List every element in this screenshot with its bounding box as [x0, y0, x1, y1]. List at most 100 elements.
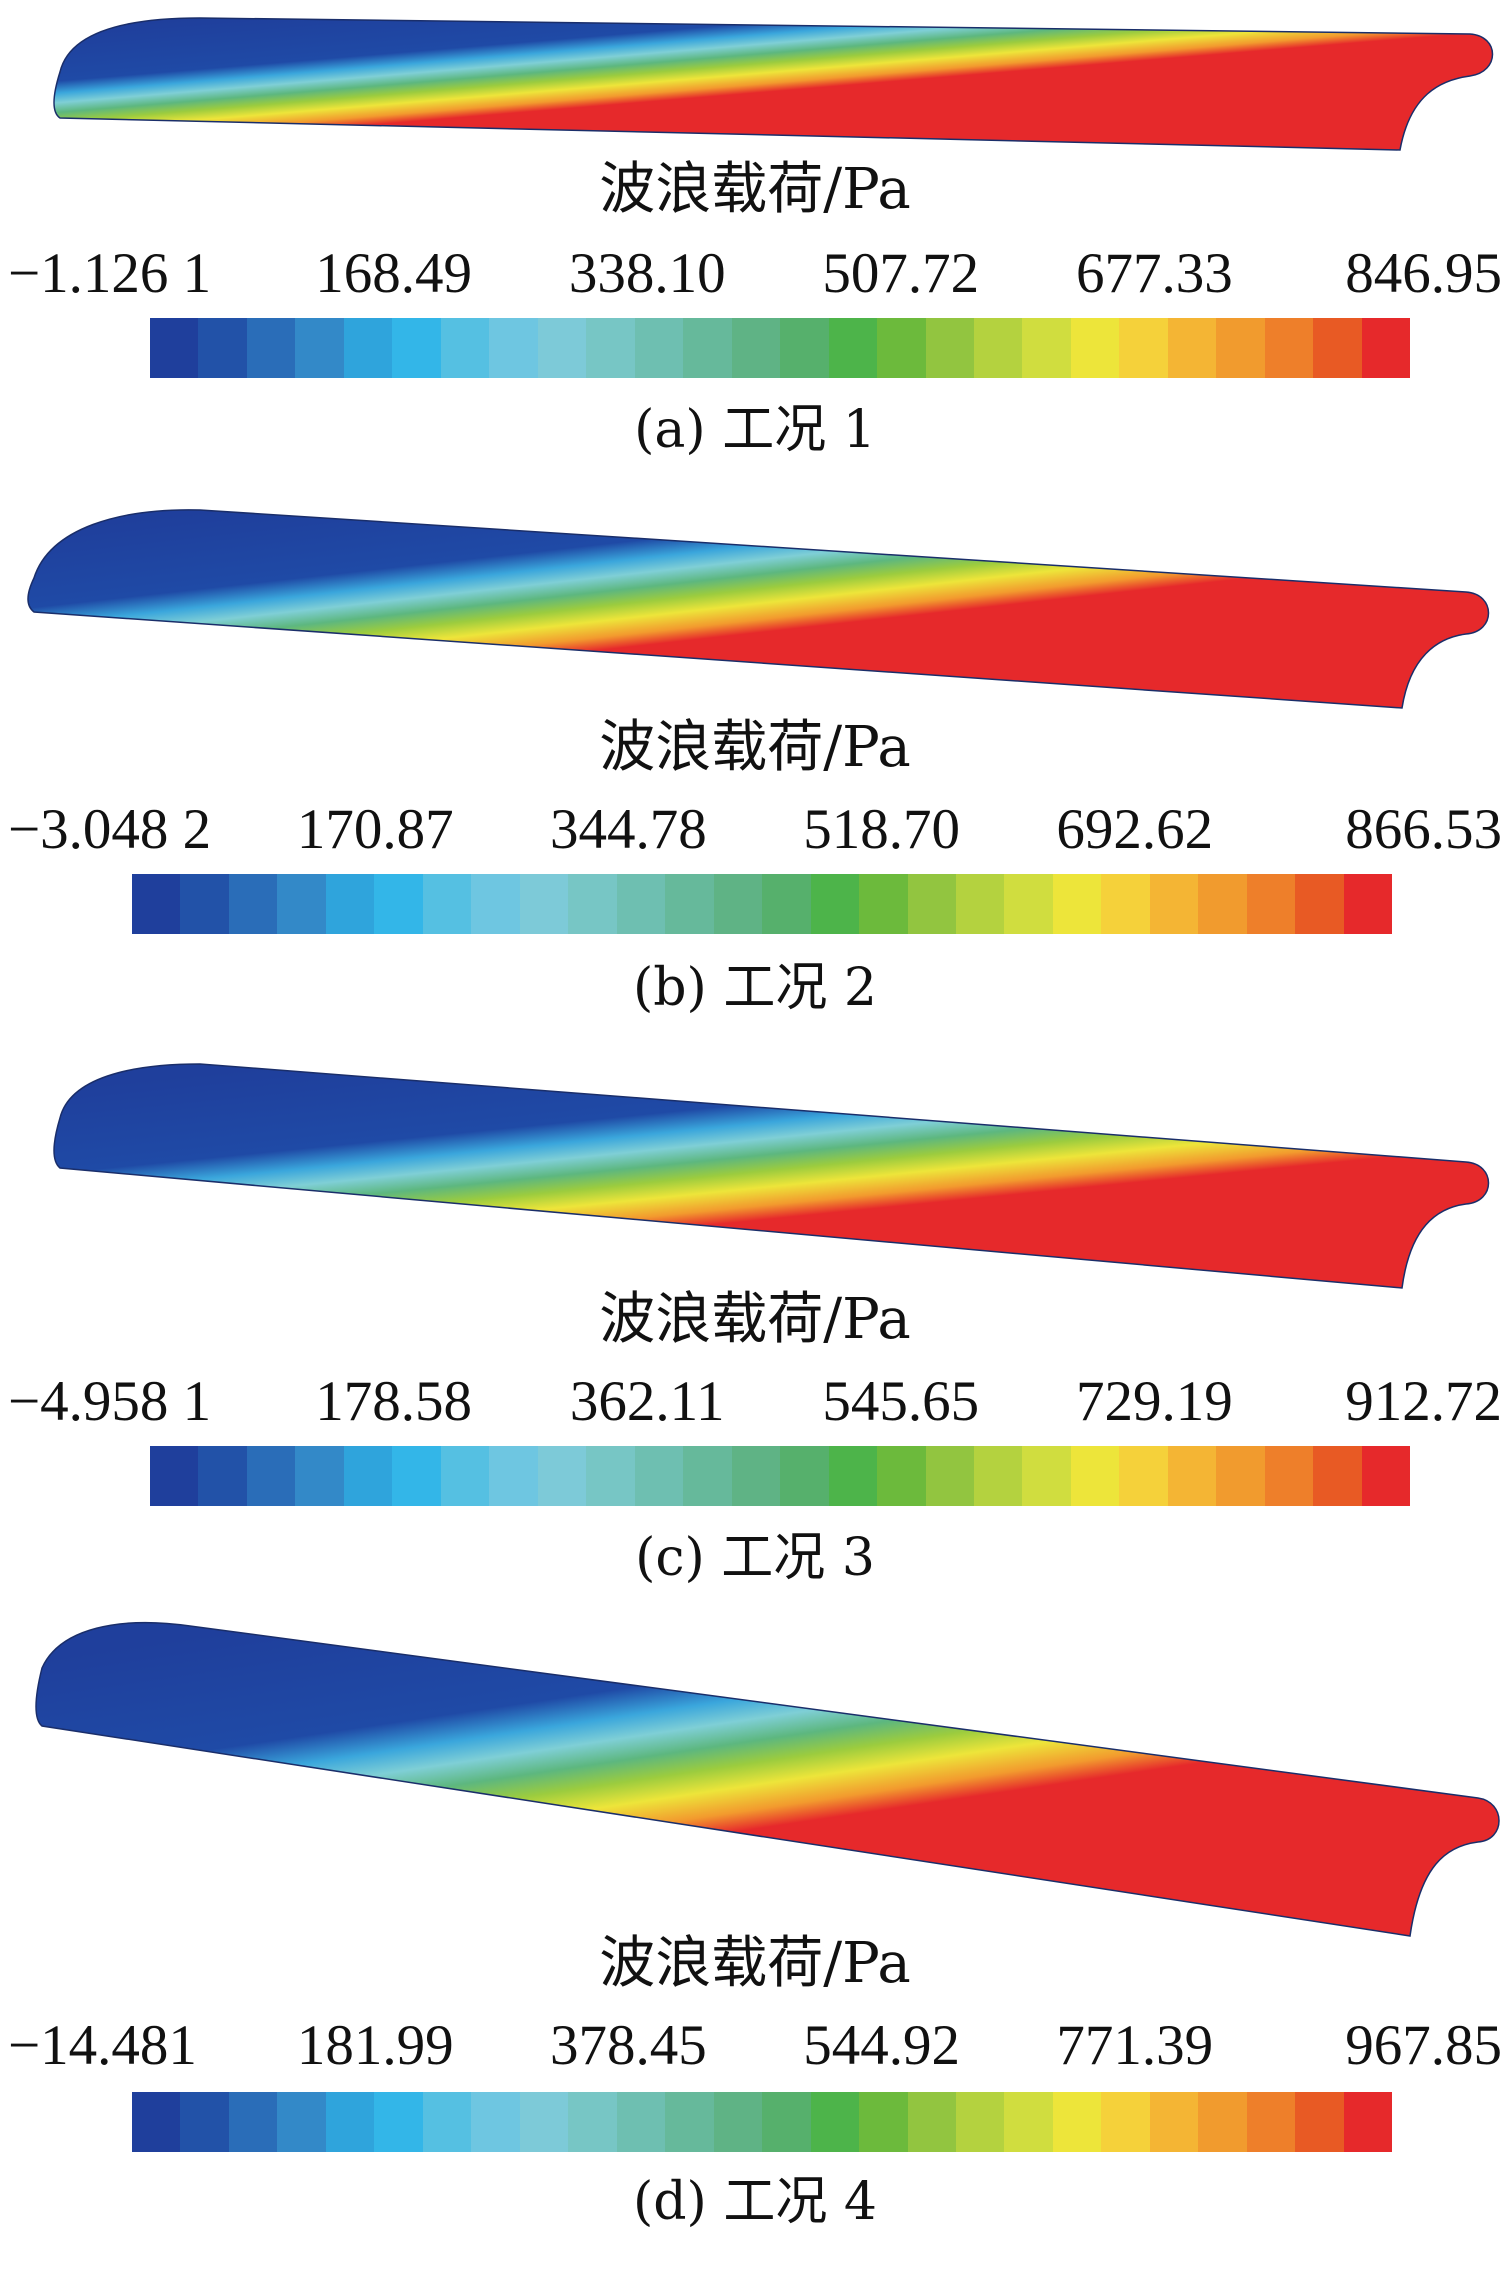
tick-label: −1.126 1: [8, 242, 212, 305]
colorbar-swatch: [907, 874, 956, 934]
colorbar-swatch: [537, 318, 587, 378]
colorbar-swatch: [877, 318, 926, 378]
colorbar-swatch: [1246, 874, 1296, 934]
colorbar-swatch: [180, 874, 229, 934]
colorbar-swatch: [1149, 874, 1199, 934]
legend-title: 波浪载荷/Pa: [599, 157, 911, 222]
colorbar-swatch: [1119, 318, 1168, 378]
colorbar-swatch: [859, 2092, 908, 2152]
colorbar-swatch: [1216, 318, 1265, 378]
colorbar-swatch: [973, 1446, 1023, 1506]
tick-label: 181.99: [296, 2014, 454, 2077]
tick-label: 692.62: [1056, 798, 1214, 861]
panel-caption: (c) 工况 3: [635, 1528, 875, 1588]
colorbar-swatch: [1198, 874, 1247, 934]
tick-label: 771.39: [1056, 2014, 1214, 2077]
tick-label: 170.87: [296, 798, 454, 861]
colorbar-swatch: [277, 2092, 326, 2152]
colorbar-swatch: [665, 874, 714, 934]
colorbar-swatch: [295, 1446, 344, 1506]
colorbar-swatch: [810, 2092, 860, 2152]
colorbar-swatch: [925, 1446, 974, 1506]
hull-contour: [53, 17, 1494, 151]
colorbar-swatch: [1295, 874, 1344, 934]
colorbar-swatch: [1198, 2092, 1247, 2152]
hull-shape: [35, 1621, 1500, 1937]
colorbar-swatch: [1070, 318, 1120, 378]
tick-label: −4.958 1: [8, 1370, 212, 1433]
colorbar-swatch: [343, 1446, 393, 1506]
colorbar-swatch: [150, 318, 199, 378]
colorbar-swatch: [1313, 1446, 1362, 1506]
colorbar-swatch: [198, 318, 247, 378]
colorbar-swatch: [616, 874, 666, 934]
colorbar-swatch: [877, 1446, 926, 1506]
tick-label: −14.481: [8, 2014, 197, 2077]
colorbar-swatch: [374, 874, 423, 934]
colorbar-swatch: [568, 874, 617, 934]
colorbar-swatch: [325, 874, 375, 934]
tick-label: 912.72: [1345, 1370, 1502, 1433]
colorbar-swatch: [713, 2092, 763, 2152]
hull-shape: [53, 1063, 1490, 1289]
colorbar-swatch: [586, 318, 635, 378]
panel-caption: (b) 工况 2: [632, 958, 877, 1018]
tick-label: 518.70: [803, 798, 960, 861]
colorbar-swatch: [1004, 2092, 1053, 2152]
tick-label: 378.45: [550, 2014, 707, 2077]
colorbar-swatch: [810, 874, 860, 934]
colorbar-swatch: [1264, 1446, 1314, 1506]
tick-label: 338.10: [568, 242, 726, 305]
colorbar-swatch: [1119, 1446, 1168, 1506]
tick-label: 967.85: [1345, 2014, 1502, 2077]
colorbar-swatch: [1361, 1446, 1411, 1506]
tick-label: 846.95: [1345, 242, 1502, 305]
colorbar-swatch: [1167, 318, 1217, 378]
tick-label: 544.92: [803, 2014, 960, 2077]
tick-label: 168.49: [315, 242, 472, 305]
colorbar-swatch: [295, 318, 344, 378]
colorbar-tick-labels: −4.958 1 178.58 362.11 545.65 729.19 912.72: [0, 1370, 1510, 1434]
colorbar-swatch: [132, 2092, 181, 2152]
colorbar-tick-labels: −14.481 181.99 378.45 544.92 771.39 967.85: [0, 2014, 1510, 2078]
panel-caption: (a) 工况 1: [634, 400, 876, 460]
colorbar-swatch: [277, 874, 326, 934]
tick-label: 507.72: [822, 242, 980, 305]
colorbar-tick-labels: −1.126 1 168.49 338.10 507.72 677.33 846.95: [0, 242, 1510, 306]
colorbar-swatch: [713, 874, 763, 934]
colorbar-swatch: [343, 318, 393, 378]
colorbar-swatch: [616, 2092, 666, 2152]
colorbar-swatch: [665, 2092, 714, 2152]
colorbar-swatch: [440, 1446, 490, 1506]
colorbar-swatch: [1022, 318, 1071, 378]
colorbar-swatch: [471, 874, 520, 934]
colorbar-swatch: [1070, 1446, 1120, 1506]
colorbar-swatch: [246, 318, 296, 378]
colorbar-swatch: [731, 318, 781, 378]
colorbar-swatch: [1004, 874, 1053, 934]
panel-c: 波浪载荷/Pa −4.958 1 178.58 362.11 545.65 729.19 9…: [0, 1058, 1510, 1618]
colorbar-swatch: [489, 318, 538, 378]
colorbar-swatch: [1343, 874, 1393, 934]
colorbar-swatch: [392, 1446, 441, 1506]
colorbar-swatch: [198, 1446, 247, 1506]
colorbar-swatch: [683, 318, 732, 378]
colorbar-swatch: [780, 1446, 829, 1506]
colorbar-swatch: [1052, 2092, 1102, 2152]
colorbar-tick-labels: −3.048 2 170.87 344.78 518.70 692.62 866.53: [0, 798, 1510, 862]
panel-d: 波浪载荷/Pa −14.481 181.99 378.45 544.92 771.39 96…: [0, 1616, 1510, 2232]
colorbar-swatch: [246, 1446, 296, 1506]
colorbar-swatch: [925, 318, 974, 378]
colorbar-swatch: [1052, 874, 1102, 934]
colorbar-swatch: [955, 2092, 1005, 2152]
colorbar: [150, 318, 1411, 378]
panel-caption: (d) 工况 4: [632, 2172, 877, 2232]
colorbar-swatch: [780, 318, 829, 378]
tick-label: −3.048 2: [8, 798, 212, 861]
legend-title: 波浪载荷/Pa: [599, 1931, 911, 1996]
colorbar-swatch: [132, 874, 181, 934]
colorbar: [132, 874, 1393, 934]
tick-label: 178.58: [315, 1370, 472, 1433]
colorbar-swatch: [1313, 318, 1362, 378]
